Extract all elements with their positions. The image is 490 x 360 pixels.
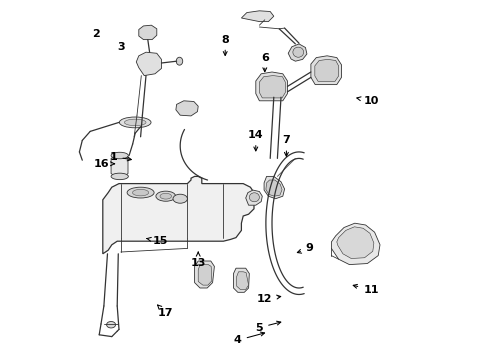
Ellipse shape	[160, 193, 172, 199]
Polygon shape	[136, 52, 162, 76]
Polygon shape	[315, 59, 339, 81]
Polygon shape	[245, 190, 262, 205]
Polygon shape	[237, 272, 248, 289]
Text: 3: 3	[117, 42, 124, 52]
Polygon shape	[233, 268, 249, 292]
Polygon shape	[266, 180, 282, 196]
Ellipse shape	[111, 152, 128, 159]
Polygon shape	[331, 223, 380, 265]
Polygon shape	[337, 227, 374, 258]
Ellipse shape	[124, 119, 146, 126]
Polygon shape	[198, 265, 212, 285]
Text: 8: 8	[221, 35, 229, 55]
Ellipse shape	[156, 191, 176, 201]
Text: 7: 7	[283, 135, 290, 156]
Text: 9: 9	[297, 243, 314, 253]
Ellipse shape	[132, 189, 148, 196]
Text: 16: 16	[93, 159, 115, 169]
Ellipse shape	[176, 57, 183, 65]
Polygon shape	[288, 44, 307, 61]
Ellipse shape	[249, 193, 259, 202]
Text: 11: 11	[353, 284, 379, 295]
Ellipse shape	[107, 321, 116, 328]
Polygon shape	[256, 72, 288, 101]
Text: 10: 10	[357, 96, 379, 106]
Polygon shape	[111, 156, 128, 176]
Ellipse shape	[173, 194, 187, 203]
Text: 14: 14	[248, 130, 264, 151]
Polygon shape	[311, 56, 342, 85]
Text: 17: 17	[158, 305, 173, 318]
Polygon shape	[195, 261, 215, 288]
Text: 2: 2	[92, 29, 99, 39]
Text: 6: 6	[261, 53, 269, 72]
Ellipse shape	[293, 47, 304, 57]
Text: 4: 4	[234, 332, 265, 345]
Text: 13: 13	[191, 252, 206, 268]
Polygon shape	[103, 176, 254, 254]
Polygon shape	[242, 11, 274, 22]
Polygon shape	[139, 25, 157, 40]
Text: 12: 12	[257, 294, 281, 304]
Ellipse shape	[111, 173, 128, 180]
Polygon shape	[176, 101, 198, 116]
Ellipse shape	[120, 117, 151, 128]
Text: 5: 5	[256, 321, 281, 333]
Text: 1: 1	[110, 152, 131, 162]
Polygon shape	[259, 76, 285, 98]
Text: 15: 15	[147, 236, 168, 246]
Ellipse shape	[127, 187, 154, 198]
Polygon shape	[264, 176, 285, 199]
